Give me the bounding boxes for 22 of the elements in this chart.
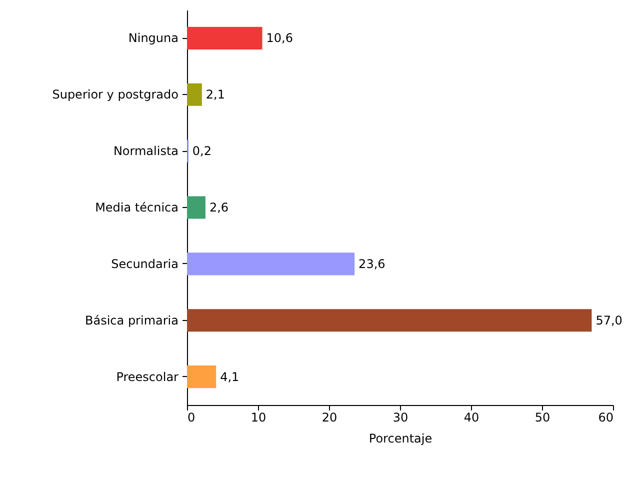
x-axis-title: Porcentaje bbox=[368, 432, 432, 446]
y-tick-label: Media técnica bbox=[95, 200, 178, 214]
x-tick-label: 50 bbox=[534, 410, 550, 424]
y-tick-label: Preescolar bbox=[116, 370, 179, 384]
y-tick-label: Superior y postgrado bbox=[52, 88, 178, 102]
x-tick-label: 20 bbox=[322, 410, 338, 424]
y-tick-label: Secundaria bbox=[111, 256, 178, 271]
data-label: 4,1 bbox=[220, 370, 240, 384]
x-tick-label: 30 bbox=[392, 410, 408, 424]
x-tick-label: 0 bbox=[188, 410, 196, 424]
data-label: 10,6 bbox=[266, 31, 293, 46]
x-tick-label: 40 bbox=[464, 410, 480, 424]
x-tick-label: 60 bbox=[598, 410, 614, 424]
y-tick-label: Normalista bbox=[113, 144, 178, 158]
data-label: 2,1 bbox=[206, 88, 226, 102]
x-tick-label: 10 bbox=[250, 410, 266, 424]
data-label: 0,2 bbox=[192, 144, 212, 158]
data-label: 23,6 bbox=[358, 256, 386, 271]
y-tick-label: Básica primaria bbox=[85, 313, 178, 328]
data-label: 2,6 bbox=[209, 200, 229, 214]
y-tick-label: Ninguna bbox=[128, 31, 178, 46]
data-label: 57,0 bbox=[596, 313, 622, 328]
